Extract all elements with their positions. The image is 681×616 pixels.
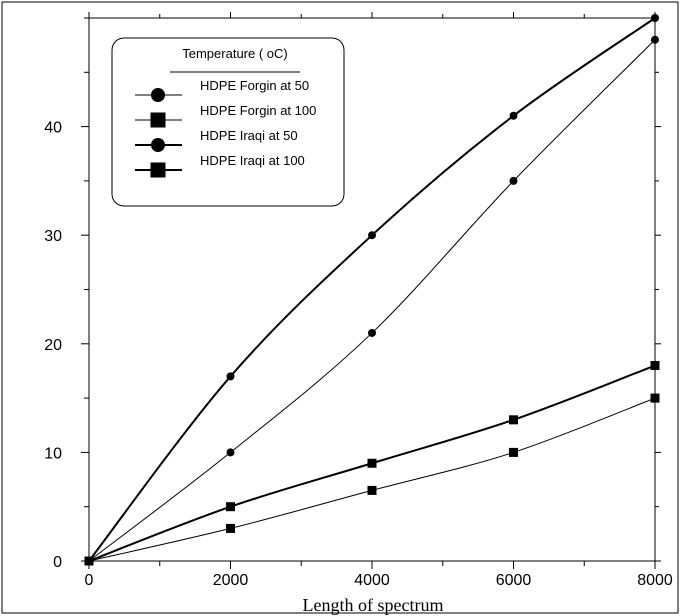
- x-tick-label: 2000: [213, 572, 249, 589]
- y-tick-label: 30: [44, 228, 62, 245]
- square-point: [367, 458, 377, 468]
- circle-point: [651, 14, 659, 22]
- legend-marker-circle: [151, 88, 165, 102]
- square-point: [509, 415, 518, 425]
- y-tick-label: 20: [44, 337, 62, 354]
- x-tick-label: 4000: [354, 572, 390, 589]
- circle-point: [368, 328, 376, 337]
- circle-point: [226, 372, 235, 381]
- circle-point: [509, 176, 518, 185]
- legend-title: Temperature ( oC): [182, 46, 287, 61]
- circle-point: [368, 231, 376, 240]
- legend-box: [111, 37, 345, 207]
- legend-label: HDPE Iraqi at 100: [200, 153, 305, 168]
- series-4: [84, 361, 660, 566]
- square-point: [650, 361, 660, 371]
- y-tick-label: 0: [53, 554, 62, 571]
- legend-marker-square: [150, 162, 166, 178]
- legend-marker-circle: [151, 138, 165, 152]
- square-point: [84, 556, 94, 566]
- square-point: [226, 523, 235, 533]
- series-line: [88, 397, 656, 562]
- x-axis-title: Length of spectrum: [303, 595, 444, 615]
- square-point: [367, 485, 377, 495]
- x-tick-label: 0: [85, 572, 94, 589]
- plot-area: [84, 14, 660, 566]
- legend-label: HDPE Iraqi at 50: [200, 128, 298, 143]
- legend-entry: HDPE Forgin at 50: [135, 78, 309, 102]
- circle-point: [651, 35, 659, 44]
- legend-label: HDPE Forgin at 50: [200, 78, 309, 93]
- series-2: [84, 393, 660, 566]
- legend-entry: HDPE Iraqi at 50: [135, 128, 298, 152]
- x-tick-label: 8000: [637, 572, 673, 589]
- legend-entry: HDPE Iraqi at 100: [135, 153, 305, 178]
- square-point: [226, 502, 235, 512]
- series-line: [88, 17, 656, 562]
- square-point: [650, 393, 660, 403]
- square-point: [509, 447, 518, 457]
- legend: Temperature ( oC) HDPE Forgin at 50 HDPE …: [111, 37, 345, 207]
- circle-point: [226, 448, 235, 457]
- legend-marker-square: [150, 112, 166, 128]
- y-tick-label: 40: [44, 120, 62, 137]
- circle-point: [509, 111, 518, 120]
- y-tick-label: 10: [44, 445, 62, 462]
- x-tick-label: 6000: [496, 572, 532, 589]
- legend-label: HDPE Forgin at 100: [200, 103, 316, 118]
- legend-entry: HDPE Forgin at 100: [135, 103, 316, 128]
